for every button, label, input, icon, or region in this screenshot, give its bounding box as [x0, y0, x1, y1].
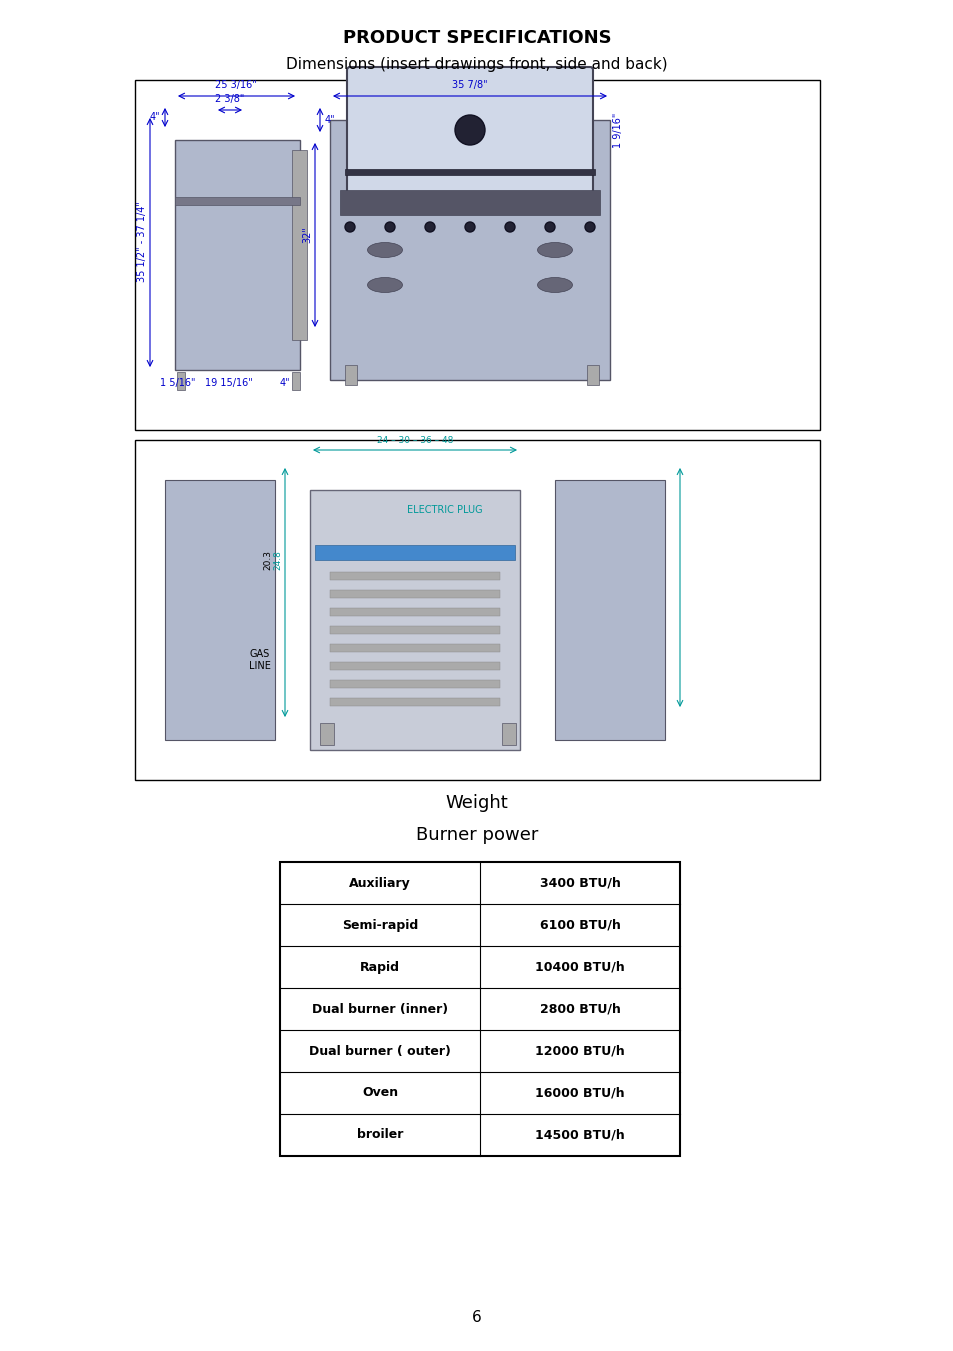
Circle shape [544, 222, 555, 232]
Ellipse shape [367, 242, 402, 258]
Text: PRODUCT SPECIFICATIONS: PRODUCT SPECIFICATIONS [342, 28, 611, 47]
Text: 32": 32" [302, 227, 312, 243]
Circle shape [584, 222, 595, 232]
Circle shape [455, 115, 484, 145]
Text: 3400 BTU/h: 3400 BTU/h [539, 877, 619, 889]
Text: 2800 BTU/h: 2800 BTU/h [539, 1002, 619, 1016]
Text: 14500 BTU/h: 14500 BTU/h [535, 1128, 624, 1142]
Text: broiler: broiler [356, 1128, 403, 1142]
Bar [330, 626, 499, 634]
Bar [555, 480, 664, 740]
Bar [174, 197, 299, 205]
Bar [165, 480, 274, 740]
Bar [135, 80, 820, 430]
Text: 35 7/8": 35 7/8" [452, 80, 487, 91]
Text: Auxiliary: Auxiliary [349, 877, 411, 889]
Bar [330, 644, 499, 653]
Text: 20.3: 20.3 [263, 550, 272, 570]
Bar [345, 365, 356, 385]
Ellipse shape [537, 242, 572, 258]
Bar [501, 723, 516, 744]
Circle shape [345, 222, 355, 232]
Bar [330, 590, 499, 598]
Bar [292, 372, 299, 390]
Bar [310, 490, 519, 750]
Text: 19 15/16": 19 15/16" [205, 378, 253, 388]
Bar [174, 141, 299, 370]
Bar [280, 862, 679, 1156]
Bar [330, 698, 499, 707]
Bar [345, 169, 595, 176]
Text: 4": 4" [325, 115, 335, 126]
Bar [586, 365, 598, 385]
Bar [135, 440, 820, 780]
Circle shape [424, 222, 435, 232]
Bar [177, 372, 185, 390]
Bar [330, 662, 499, 670]
Text: 35 1/2" - 37 1/4": 35 1/2" - 37 1/4" [137, 201, 147, 282]
Text: 24.8: 24.8 [273, 550, 282, 570]
Circle shape [504, 222, 515, 232]
Text: Oven: Oven [361, 1086, 397, 1100]
Bar [292, 150, 307, 340]
Text: 1 9/16": 1 9/16" [613, 112, 622, 147]
Bar [339, 190, 599, 215]
Text: ELECTRIC PLUG: ELECTRIC PLUG [407, 505, 482, 515]
Text: 6100 BTU/h: 6100 BTU/h [539, 919, 619, 931]
Bar [314, 544, 515, 561]
Text: 6: 6 [472, 1310, 481, 1325]
Circle shape [464, 222, 475, 232]
FancyBboxPatch shape [347, 68, 593, 193]
Text: Rapid: Rapid [359, 961, 399, 974]
Bar [330, 571, 499, 580]
Bar [330, 608, 499, 616]
Text: Weight: Weight [445, 794, 508, 812]
Text: Dual burner (inner): Dual burner (inner) [312, 1002, 448, 1016]
Text: 2 3/8": 2 3/8" [215, 95, 244, 104]
Text: 4": 4" [150, 112, 160, 122]
Text: 25 3/16": 25 3/16" [214, 80, 256, 91]
Circle shape [385, 222, 395, 232]
Ellipse shape [537, 277, 572, 293]
Bar [330, 120, 609, 380]
Text: 10400 BTU/h: 10400 BTU/h [535, 961, 624, 974]
Text: 24 – 30 – 36 – 48: 24 – 30 – 36 – 48 [376, 436, 453, 444]
Text: Dimensions (insert drawings front, side and back): Dimensions (insert drawings front, side … [286, 58, 667, 73]
Text: 12000 BTU/h: 12000 BTU/h [535, 1044, 624, 1058]
Text: 1 5/16": 1 5/16" [160, 378, 195, 388]
Bar [330, 680, 499, 688]
Text: Burner power: Burner power [416, 825, 537, 844]
Text: GAS
LINE: GAS LINE [249, 650, 271, 671]
Text: 16000 BTU/h: 16000 BTU/h [535, 1086, 624, 1100]
Text: Dual burner ( outer): Dual burner ( outer) [309, 1044, 451, 1058]
Text: Semi-rapid: Semi-rapid [341, 919, 417, 931]
Ellipse shape [367, 277, 402, 293]
Bar [319, 723, 334, 744]
Text: 4": 4" [280, 378, 291, 388]
